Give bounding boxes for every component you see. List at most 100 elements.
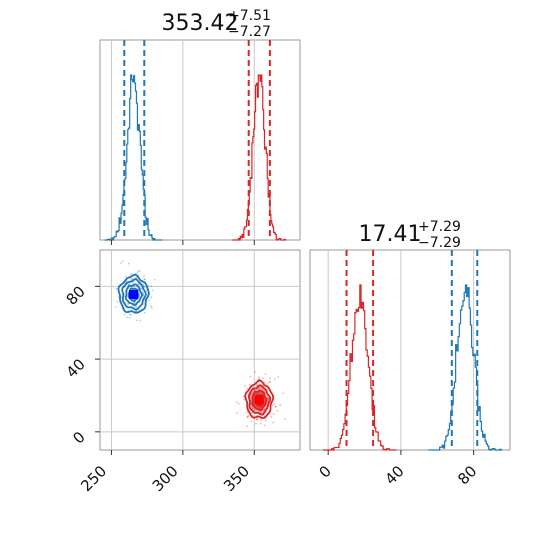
scatter-point: [127, 283, 130, 286]
scatter-point: [274, 378, 276, 381]
scatter-point: [272, 421, 275, 424]
scatter-point: [259, 422, 262, 425]
histogram-param-1: 353.42 +7.51 −7.27: [99, 8, 301, 245]
scatter-point: [117, 296, 120, 299]
scatter-point: [115, 287, 118, 290]
scatter-y-ticklabel: 80: [63, 282, 89, 308]
scatter-point: [139, 319, 142, 322]
scatter-point: [127, 303, 130, 306]
scatter-point: [126, 316, 128, 319]
scatter-point: [244, 385, 247, 387]
scatter-point: [119, 262, 122, 264]
scatter-point: [260, 411, 263, 414]
scatter-point: [242, 395, 245, 398]
hist2-frame: [309, 249, 511, 451]
scatter-point: [149, 305, 152, 307]
scatter-y-ticklabel: 0: [69, 428, 88, 447]
scatter-point: [235, 401, 238, 403]
scatter-point: [150, 285, 153, 288]
scatter-point: [128, 316, 131, 319]
hist2-title: 17.41: [359, 222, 422, 247]
scatter-point: [130, 273, 133, 276]
scatter-point: [260, 418, 263, 421]
scatter-point: [274, 405, 277, 408]
scatter-point: [282, 392, 285, 395]
scatter-point: [134, 306, 137, 308]
scatter-x-ticklabel: 250: [77, 462, 110, 495]
scatter-point: [249, 375, 252, 378]
scatter-point: [143, 275, 145, 278]
truth-marker-red: [254, 395, 264, 405]
scatter-point: [143, 311, 146, 314]
scatter-x-ticklabel: 350: [220, 462, 253, 495]
scatter-point: [143, 278, 146, 281]
scatter-point: [151, 289, 154, 292]
scatter-point: [264, 373, 267, 376]
hist1-title-lower: −7.27: [228, 24, 271, 40]
hist2-series-red: [323, 284, 397, 451]
scatter-point: [267, 398, 270, 400]
scatter-point: [276, 409, 279, 412]
scatter-point: [148, 299, 150, 302]
scatter-point: [250, 420, 253, 423]
scatter-point: [268, 380, 271, 383]
scatter-point: [258, 376, 260, 379]
scatter-point: [270, 415, 273, 418]
scatter-point: [150, 296, 153, 299]
scatter-point: [138, 269, 141, 272]
scatter-point: [143, 285, 146, 288]
scatter-point: [246, 387, 248, 390]
hist2-x-ticklabel: 0: [316, 462, 335, 481]
scatter-point: [147, 285, 150, 287]
hist2-x-ticklabel: 80: [454, 462, 480, 488]
hist1-title-main: 353.42: [162, 11, 239, 36]
scatter-y-ticklabel: 40: [63, 355, 89, 381]
scatter-point: [114, 306, 117, 308]
hist1-series-red: [232, 74, 287, 241]
scatter-point: [254, 371, 256, 373]
scatter-point: [123, 313, 126, 316]
scatter-point: [271, 404, 274, 407]
scatter-point: [269, 381, 272, 384]
scatter-point: [135, 305, 138, 308]
hist2-title-lower: −7.29: [418, 235, 461, 251]
scatter-point: [127, 302, 129, 305]
hist1-title-upper: +7.51: [228, 8, 271, 24]
scatter-point: [284, 418, 286, 421]
scatter-point: [249, 393, 252, 396]
scatter-point: [261, 377, 264, 380]
scatter-point: [131, 277, 134, 280]
hist1-series-blue: [104, 74, 163, 241]
scatter-point: [272, 413, 275, 416]
scatter-point: [245, 411, 248, 414]
scatter-point: [121, 260, 124, 262]
scatter-point: [153, 278, 156, 281]
scatter-point: [279, 403, 282, 406]
scatter-point: [150, 306, 153, 309]
scatter-point: [136, 319, 138, 322]
scatter-point: [141, 290, 144, 293]
scatter-point: [273, 403, 276, 405]
scatter-point: [128, 313, 131, 316]
histogram-param-2: 0 40 80 17.41 +7.29 −7.29: [309, 219, 511, 488]
scatter-point: [264, 419, 267, 422]
scatter-frame: [99, 249, 301, 451]
scatter-x-ticklabel: 300: [149, 462, 182, 495]
contour-level-blue: [121, 278, 147, 311]
scatter-point: [133, 302, 136, 304]
scatter-point: [116, 300, 119, 303]
scatter-point: [263, 381, 266, 384]
scatter-point: [143, 278, 146, 281]
scatter-point: [256, 418, 259, 421]
scatter-point: [137, 270, 140, 273]
scatter-point: [129, 314, 132, 316]
scatter-point: [255, 422, 257, 425]
scatter-point: [255, 418, 258, 421]
scatter-panel: 250 300 350 0 40 80: [63, 249, 301, 495]
scatter-point: [269, 377, 271, 380]
contour-level-blue: [127, 287, 140, 302]
scatter-point: [267, 397, 270, 400]
contour-level-red: [244, 379, 275, 420]
hist2-series-blue: [428, 284, 503, 451]
